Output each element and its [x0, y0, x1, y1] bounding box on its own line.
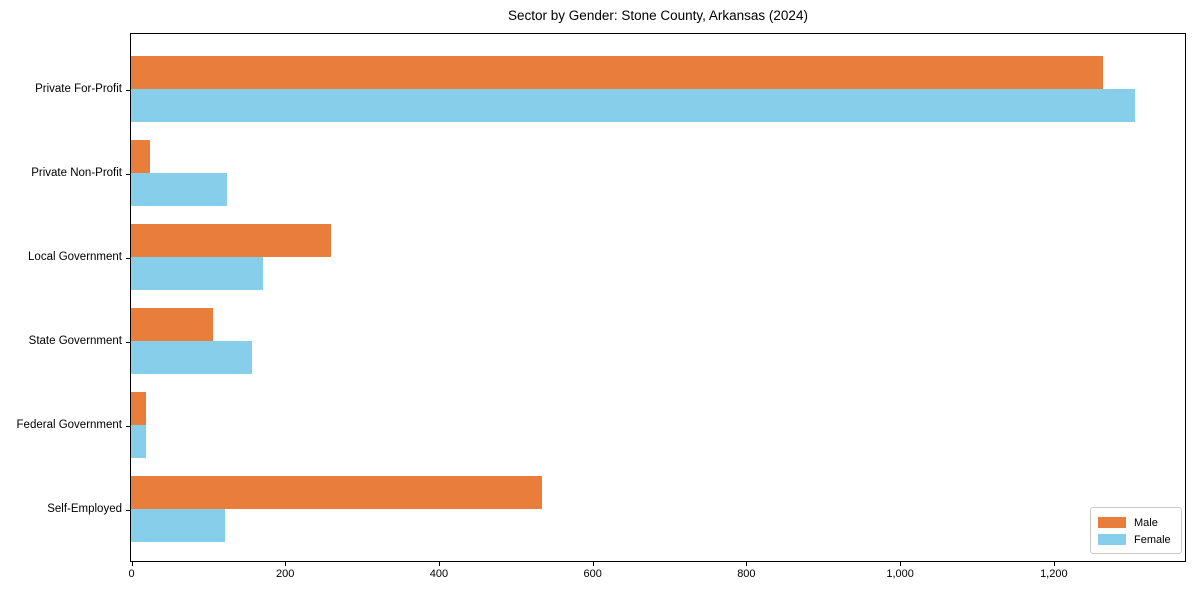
x-tick-mark [131, 562, 133, 566]
x-tick-mark [438, 562, 440, 566]
x-axis-label: 1,000 [886, 568, 914, 580]
legend-item-male: Male [1098, 514, 1173, 531]
y-axis-label: Local Government [28, 250, 122, 263]
x-tick-mark [592, 562, 594, 566]
bar-female-4 [131, 425, 146, 458]
x-axis-label: 800 [737, 568, 756, 580]
y-tick-mark [126, 257, 130, 259]
bar-female-1 [131, 173, 228, 206]
bar-male-4 [131, 392, 147, 425]
bar-female-2 [131, 257, 263, 290]
x-axis-label: 400 [429, 568, 449, 580]
bar-male-2 [131, 224, 332, 257]
legend-label: Male [1134, 516, 1158, 529]
x-axis-label: 0 [128, 568, 135, 580]
x-tick-mark [900, 562, 902, 566]
bar-male-0 [131, 56, 1103, 89]
y-axis-label: Self-Employed [47, 502, 122, 515]
y-tick-mark [126, 173, 130, 175]
y-tick-mark [126, 341, 130, 343]
bar-female-5 [131, 509, 225, 542]
bar-male-1 [131, 140, 151, 173]
y-tick-mark [126, 89, 130, 91]
y-axis-label: Private Non-Profit [31, 166, 122, 179]
y-axis-label: Private For-Profit [35, 82, 122, 95]
x-axis-label: 600 [583, 568, 602, 580]
y-axis-label: State Government [28, 334, 122, 347]
legend-label: Female [1134, 533, 1171, 546]
x-tick-mark [285, 562, 287, 566]
legend-swatch-female [1098, 534, 1126, 545]
bar-female-0 [131, 89, 1135, 122]
bar-male-3 [131, 308, 213, 341]
y-tick-mark [126, 509, 130, 511]
x-tick-mark [1053, 562, 1055, 566]
x-axis-label: 200 [276, 568, 295, 580]
bar-male-5 [131, 476, 542, 509]
y-tick-mark [126, 425, 130, 427]
chart-title: Sector by Gender: Stone County, Arkansas… [508, 8, 808, 23]
x-axis-label: 1,200 [1040, 568, 1068, 580]
legend-item-female: Female [1098, 531, 1173, 548]
bar-female-3 [131, 341, 252, 374]
legend-swatch-male [1098, 517, 1126, 528]
x-tick-mark [746, 562, 748, 566]
plot-area [130, 33, 1186, 562]
y-axis-label: Federal Government [16, 418, 122, 431]
legend: Male Female [1090, 507, 1182, 554]
